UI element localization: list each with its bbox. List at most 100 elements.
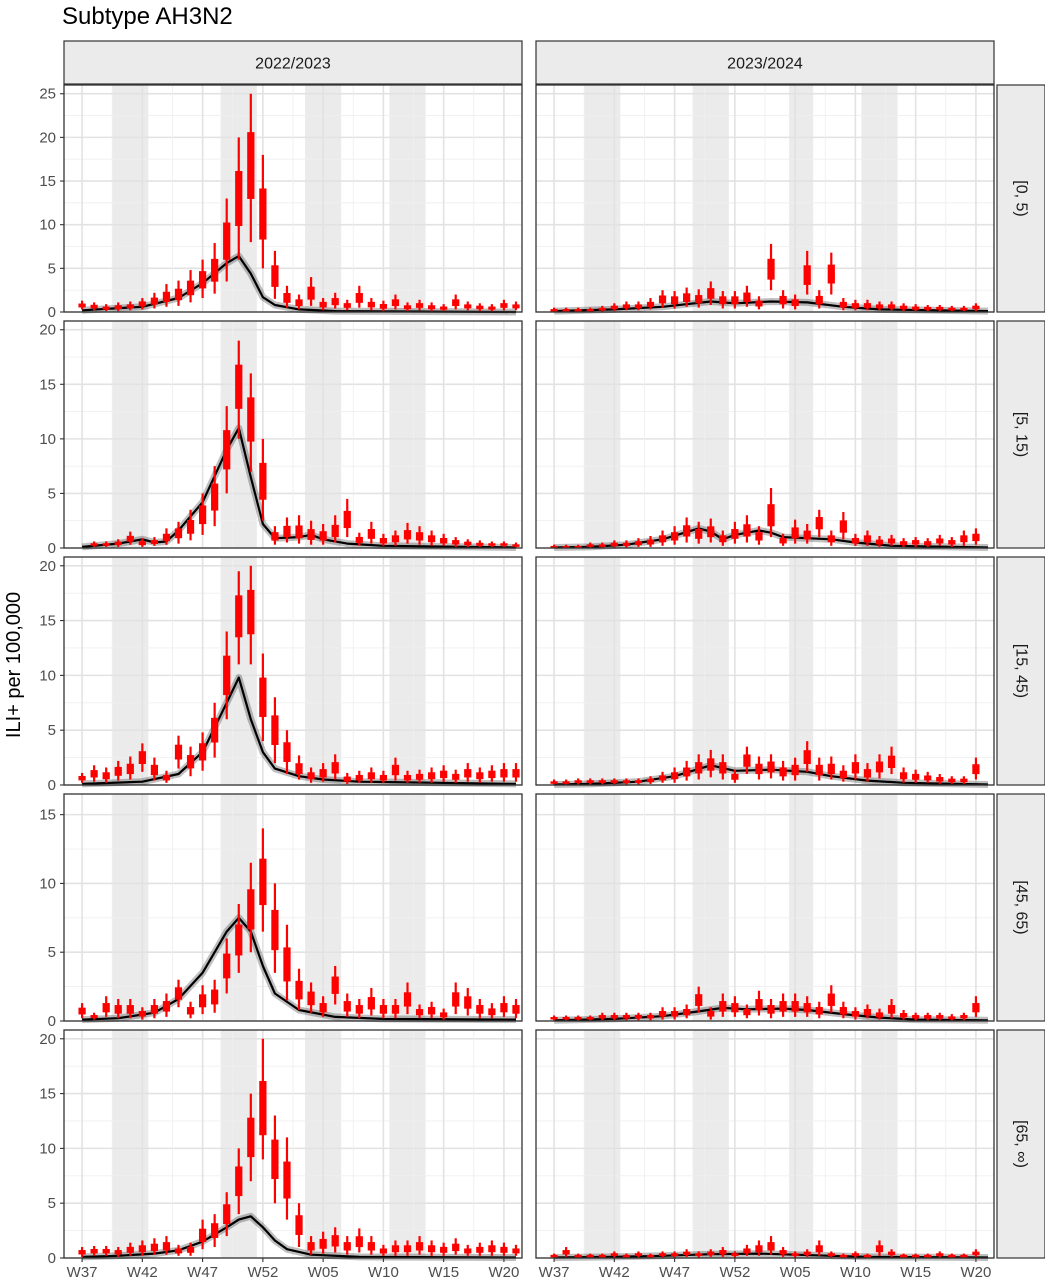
observed-point: [779, 767, 787, 777]
observed-point: [283, 742, 291, 762]
observed-point: [899, 305, 908, 310]
observed-point: [646, 301, 655, 307]
observed-point: [646, 1254, 655, 1258]
model-fit-line: [82, 255, 517, 314]
observed-point: [235, 170, 243, 227]
observed-point: [791, 764, 799, 776]
holiday-shade: [389, 557, 426, 785]
observed-point: [912, 773, 920, 780]
observed-point: [403, 530, 412, 540]
observed-point: [683, 1009, 691, 1016]
panel-border: [63, 793, 523, 1022]
observed-point: [622, 780, 631, 783]
observed-point: [114, 1005, 122, 1014]
observed-point: [695, 295, 703, 304]
observed-point: [658, 775, 667, 781]
panel: [535, 84, 995, 315]
observed-point: [550, 781, 558, 784]
observed-point: [622, 542, 631, 546]
observed-point: [972, 1003, 980, 1013]
observed-point: [367, 997, 375, 1010]
observed-point: [707, 1011, 715, 1017]
observed-point: [936, 306, 944, 310]
observed-point: [851, 1253, 860, 1256]
y-tick-label: 10: [39, 1140, 56, 1157]
observed-point: [719, 1250, 727, 1255]
age-group-strip: [996, 1029, 1045, 1259]
observed-point: [247, 589, 255, 635]
observed-point: [731, 1253, 739, 1256]
observed-point: [948, 540, 956, 545]
y-tick-label: 15: [39, 807, 56, 824]
observed-point: [791, 1001, 799, 1012]
observed-point: [247, 397, 255, 442]
observed-point: [355, 1005, 363, 1014]
observed-point: [658, 535, 667, 543]
y-tick-label: 0: [48, 540, 56, 557]
observed-point: [307, 1242, 315, 1251]
observed-point: [114, 541, 122, 546]
observed-point: [259, 858, 267, 906]
observed-point: [452, 992, 460, 1007]
observed-point: [646, 1015, 655, 1019]
observed-point: [126, 1005, 134, 1014]
observed-point: [138, 541, 146, 546]
panel: 0 5 10 15 20: [39, 556, 523, 794]
observed-point: [379, 774, 388, 781]
observed-point: [343, 510, 351, 529]
observed-point: [622, 304, 631, 309]
observed-point: [887, 538, 896, 544]
holiday-shade: [789, 794, 814, 1021]
observed-point: [827, 535, 835, 543]
panels-layer: 2022/2023 2023/2024 [0, 5) [5, 15) [15, 45) […: [39, 40, 1045, 1280]
observed-point: [235, 595, 243, 638]
holiday-shade: [389, 85, 426, 312]
observed-point: [574, 780, 582, 783]
observed-point: [186, 1007, 195, 1015]
chart-title: Subtype AH3N2: [62, 3, 233, 30]
observed-point: [500, 769, 508, 778]
model-fit-line: [82, 916, 517, 1021]
observed-point: [924, 775, 932, 781]
y-tick-label: 10: [39, 875, 56, 892]
season-strip-label: 2023/2024: [727, 56, 803, 73]
observed-point: [440, 770, 448, 779]
x-tick-label: W20: [960, 1264, 991, 1280]
observed-point: [235, 1166, 243, 1197]
observed-point: [683, 1251, 691, 1256]
observed-point: [355, 293, 363, 303]
observed-point: [791, 1253, 799, 1256]
observed-point: [887, 755, 896, 769]
x-tick-label: W47: [187, 1264, 218, 1280]
observed-point: [610, 780, 618, 783]
observed-point: [247, 1117, 255, 1158]
observed-point: [476, 1005, 484, 1014]
panel: 0 5 10 15 20: [39, 320, 523, 557]
observed-point: [90, 543, 98, 546]
y-tick-label: 5: [48, 722, 56, 739]
observed-point: [174, 288, 183, 301]
observed-point: [960, 1015, 968, 1019]
observed-point: [924, 1254, 932, 1258]
observed-point: [634, 1253, 643, 1256]
observed-point: [948, 778, 956, 783]
observed-point: [912, 1015, 920, 1019]
observed-point: [440, 1012, 448, 1018]
observed-point: [670, 296, 679, 305]
observed-point: [899, 772, 908, 780]
observed-point: [90, 1015, 98, 1019]
observed-point: [912, 306, 920, 310]
observed-point: [355, 536, 363, 543]
observed-point: [331, 1235, 339, 1247]
age-group-strip: [996, 320, 1045, 549]
holiday-shade: [692, 1030, 729, 1258]
observed-point: [512, 304, 520, 309]
y-tick-label: 5: [48, 944, 56, 961]
holiday-shade: [861, 321, 898, 548]
observed-point: [695, 762, 703, 774]
observed-point: [550, 545, 558, 549]
observed-point: [295, 299, 303, 307]
observed-point: [186, 520, 195, 534]
observed-point: [319, 769, 327, 778]
observed-point: [198, 1228, 207, 1242]
